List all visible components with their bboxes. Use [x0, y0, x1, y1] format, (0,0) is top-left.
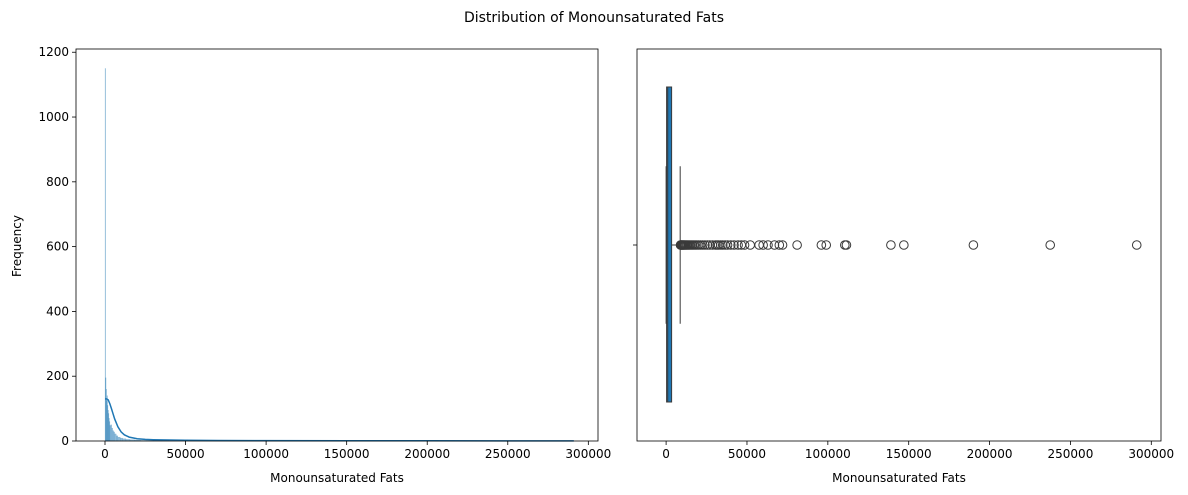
boxplot-outlier-point [763, 240, 773, 250]
boxplot-box [665, 86, 681, 403]
histogram-axes-frame [75, 48, 599, 442]
boxplot-x-tick-label: 50000 [728, 447, 766, 461]
boxplot-outlier-point [722, 240, 733, 250]
boxplot-iqr-box [666, 86, 673, 403]
histogram-y-tick-label: 1200 [38, 45, 69, 59]
histogram-x-tick-label: 50000 [166, 447, 204, 461]
boxplot-outlier-point [733, 240, 743, 250]
boxplot-outlier-point [821, 240, 832, 250]
boxplot-x-tick-label: 100000 [805, 447, 851, 461]
boxplot-outlier-point [886, 240, 896, 250]
boxplot-outlier-point [1045, 240, 1056, 250]
boxplot-x-axis-label: Monounsaturated Fats [832, 471, 966, 485]
boxplot-outlier-point [841, 240, 852, 250]
boxplot-outlier-point [702, 240, 713, 250]
histogram-x-tick-label: 100000 [243, 447, 289, 461]
boxplot-outlier-point [739, 240, 750, 250]
boxplot-outlier-point [769, 240, 780, 250]
histogram-x-tick-label: 150000 [324, 447, 370, 461]
boxplot-x-tick-label: 0 [662, 447, 670, 461]
boxplot-outlier-point [729, 240, 739, 250]
boxplot-axes-frame [636, 48, 1162, 442]
boxplot-x-tick-label: 300000 [1128, 447, 1174, 461]
histogram-bar [120, 437, 123, 442]
histogram-y-ticks: 0 200 400 600 800 1000 1200 [38, 45, 76, 448]
boxplot-outlier-point [792, 240, 802, 250]
figure-title: Distribution of Monounsaturated Fats [464, 10, 724, 26]
histogram-x-tick-label: 0 [101, 447, 109, 461]
histogram-y-tick-label: 600 [46, 240, 69, 254]
histogram-bar [116, 435, 119, 442]
histogram-y-tick-label: 1000 [38, 110, 69, 124]
histogram-y-tick-label: 400 [46, 304, 69, 318]
boxplot-outlier-point [816, 240, 827, 250]
histogram-y-axis-label: Frequency [10, 215, 24, 277]
boxplot-x-tick-label: 150000 [886, 447, 932, 461]
kde-curve [105, 398, 574, 442]
boxplot-outlier-point [745, 240, 756, 250]
boxplot-outlier-point [1131, 240, 1142, 250]
histogram-x-tick-label: 300000 [565, 447, 611, 461]
boxplot-outlier-point [697, 240, 708, 250]
boxplot-x-ticks: 0 50000 100000 150000 200000 250000 300000 [662, 441, 1174, 461]
boxplot-outlier-point [717, 240, 728, 250]
boxplot-panel: 0 50000 100000 150000 200000 250000 300000 Mon… [633, 48, 1174, 485]
boxplot-outlier-point [726, 240, 736, 250]
histogram-x-ticks: 0 50000 100000 150000 200000 250000 300000 [101, 441, 611, 461]
histogram-y-tick-label: 0 [61, 434, 69, 448]
histogram-x-tick-label: 250000 [485, 447, 531, 461]
boxplot-outlier-point [899, 240, 909, 250]
boxplot-outlier-point [758, 240, 768, 250]
boxplot-outlier-point [968, 240, 979, 250]
boxplot-x-tick-label: 200000 [967, 447, 1013, 461]
boxplot-outliers [675, 240, 1142, 250]
histogram-bar [114, 433, 117, 442]
histogram-bars [104, 68, 170, 442]
histogram-x-axis-label: Monounsaturated Fats [270, 471, 404, 485]
boxplot-outlier-point [700, 240, 710, 250]
histogram-panel: 0 50000 100000 150000 200000 250000 300000 0 20… [10, 45, 611, 485]
histogram-y-tick-label: 200 [46, 369, 69, 383]
boxplot-outlier-point [774, 240, 785, 250]
histogram-bar [117, 436, 121, 442]
boxplot-outlier-point [777, 240, 788, 250]
histogram-y-tick-label: 800 [46, 175, 69, 189]
histogram-x-tick-label: 200000 [404, 447, 450, 461]
boxplot-x-tick-label: 250000 [1048, 447, 1094, 461]
